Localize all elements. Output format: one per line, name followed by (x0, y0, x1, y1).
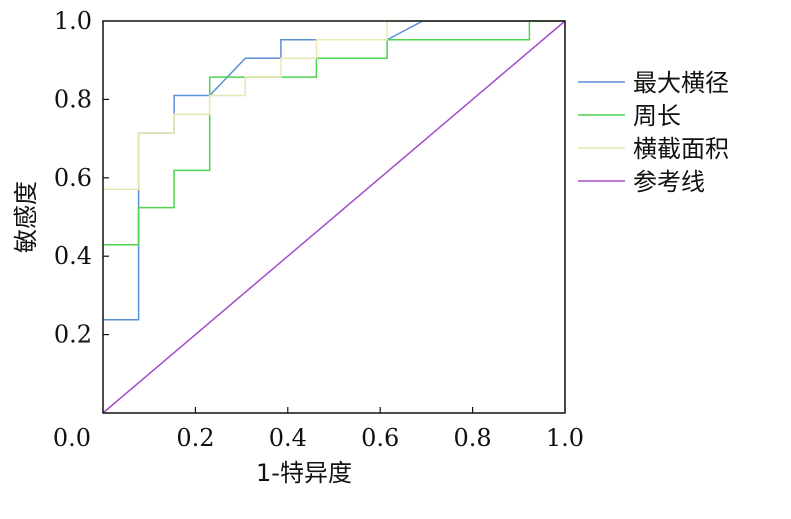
x-tick-label: 1.0 (546, 424, 584, 452)
legend-label: 横截面积 (633, 135, 729, 163)
series-line-1 (103, 20, 565, 321)
y-tick-label: 1.0 (54, 7, 92, 35)
y-tick-label: 0.6 (54, 164, 92, 192)
series-layer (102, 20, 566, 414)
series-line-4 (102, 20, 566, 414)
plot-frame (102, 20, 566, 414)
y-tick-label: 0.8 (54, 85, 92, 113)
legend-label: 参考线 (633, 168, 705, 196)
y-tick-label: 0.0 (53, 424, 91, 452)
y-tick-label: 0.2 (54, 321, 92, 349)
y-axis-title: 敏感度 (12, 181, 40, 253)
ticks-layer: 0.00.20.40.60.81.00.20.40.60.81.00.0 (53, 7, 584, 452)
legend-label: 周长 (633, 102, 681, 130)
x-axis-title: 1-特异度 (256, 459, 352, 487)
x-tick-label: 0.4 (269, 424, 307, 452)
y-tick-label: 0.4 (54, 242, 92, 270)
x-tick-label: 0.2 (176, 424, 214, 452)
legend-label: 最大横径 (633, 69, 729, 97)
x-tick-label: 0.6 (361, 424, 399, 452)
series-line-3 (103, 20, 565, 190)
x-tick-label: 0.8 (454, 424, 492, 452)
